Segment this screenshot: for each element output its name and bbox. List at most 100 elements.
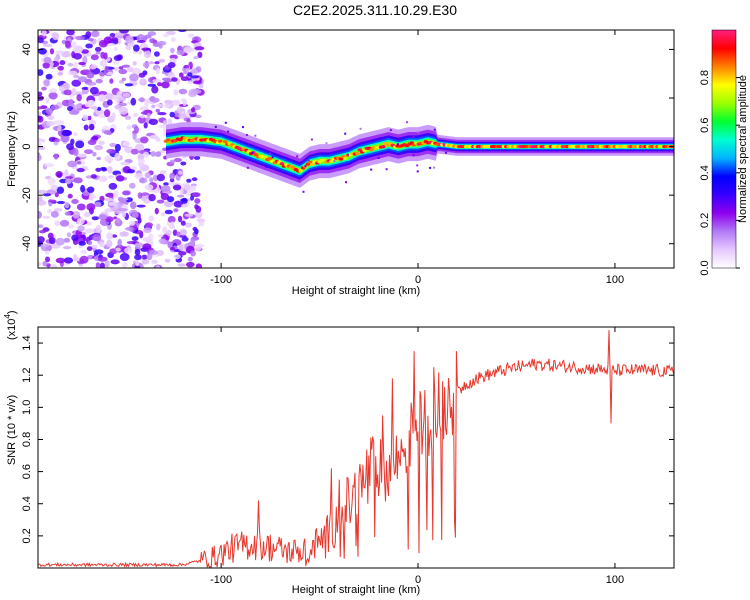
noise-cell <box>111 112 116 121</box>
noise-cell <box>191 68 198 75</box>
spectrogram-panel: -100 0 100 -40 -20 0 20 40 Height of straight l… <box>6 29 675 297</box>
noise-cell <box>85 31 92 39</box>
noise-cell <box>191 192 201 198</box>
noise-cell <box>67 62 74 67</box>
noise-cell <box>143 227 152 234</box>
faint-cell <box>296 155 299 158</box>
noise-cell <box>102 125 110 132</box>
noise-cell <box>177 263 186 267</box>
noise-cell <box>155 68 161 75</box>
noise-cell <box>127 67 134 73</box>
noise-cell <box>164 200 174 208</box>
noise-cell <box>147 31 157 36</box>
noise-cell <box>154 61 160 65</box>
noise-cell <box>148 193 156 202</box>
noise-cell <box>54 120 65 125</box>
noise-cell <box>83 211 91 218</box>
noise-cell <box>154 151 162 157</box>
faint-cell <box>406 121 408 124</box>
noise-cell <box>88 123 95 131</box>
noise-cell <box>166 229 172 236</box>
noise-cell <box>77 76 88 83</box>
noise-cell <box>83 124 89 131</box>
noise-cell <box>63 257 74 264</box>
noise-cell <box>64 40 71 48</box>
colorbar-tick-label: 0.0 <box>699 260 711 275</box>
noise-cell <box>126 125 132 130</box>
noise-cell <box>66 143 74 151</box>
noise-cell <box>38 189 47 194</box>
noise-cell <box>98 140 105 145</box>
noise-cell <box>56 200 66 205</box>
noise-cell <box>183 185 191 191</box>
noise-cell <box>198 84 204 89</box>
noise-cell <box>88 99 95 107</box>
noise-cell <box>64 211 71 216</box>
noise-cell <box>55 237 65 246</box>
snr-yscale-exp: 4 <box>3 314 12 319</box>
noise-cell <box>141 47 151 51</box>
noise-cell <box>104 65 109 74</box>
faint-cell <box>347 153 349 156</box>
noise-cell <box>78 61 86 66</box>
noise-cell <box>186 261 195 268</box>
noise-cell <box>169 111 175 118</box>
faint-cell <box>433 166 436 169</box>
noise-cell <box>68 98 74 107</box>
noise-cell <box>73 61 78 70</box>
noise-cell <box>60 134 70 143</box>
noise-cell <box>105 216 114 223</box>
faint-cell <box>271 156 274 159</box>
noise-cell <box>57 124 62 132</box>
noise-cell <box>134 173 144 180</box>
noise-cell <box>84 149 94 155</box>
snr-xtick-label: 0 <box>415 574 421 586</box>
noise-cell <box>38 111 42 116</box>
noise-cell <box>134 242 144 248</box>
noise-cell <box>71 41 77 50</box>
noise-cell <box>67 224 75 229</box>
snr-panel: -100 0 100 0.2 0.4 0.6 0.8 1.0 1.2 1.4 Height of … <box>3 310 675 596</box>
noise-cell <box>71 79 81 87</box>
noise-cell <box>178 251 187 256</box>
ridge-core-cell <box>298 169 303 173</box>
faint-cell <box>416 164 419 167</box>
noise-cell <box>45 256 50 263</box>
snr-xtick-label: 100 <box>606 574 624 586</box>
faint-cell <box>304 165 307 168</box>
noise-cell <box>95 262 101 268</box>
noise-cell <box>158 43 163 49</box>
noise-cell <box>99 60 107 67</box>
noise-cell <box>191 107 196 113</box>
noise-cell <box>131 212 139 218</box>
noise-cell <box>95 224 102 233</box>
noise-cell <box>66 232 72 238</box>
noise-cell <box>158 124 167 128</box>
colorbar-label: Normalized spectral amplitude <box>737 75 749 223</box>
noise-cell <box>77 225 85 232</box>
noise-cell <box>171 37 176 43</box>
snr-ytick-label: 1.2 <box>21 368 33 383</box>
noise-cell <box>81 86 90 90</box>
noise-cell <box>54 153 59 160</box>
noise-cell <box>108 182 118 190</box>
noise-cell <box>59 60 66 66</box>
noise-cell <box>191 177 198 182</box>
ridge-core-cell <box>310 162 315 166</box>
noise-cell <box>106 99 113 106</box>
noise-cell <box>45 107 54 115</box>
noise-cell <box>157 234 164 238</box>
noise-cell <box>144 172 151 179</box>
noise-cell <box>98 91 108 96</box>
noise-cell <box>87 139 97 146</box>
noise-cell <box>129 73 139 82</box>
noise-cell <box>42 62 50 69</box>
noise-cell <box>122 190 131 196</box>
noise-cell <box>155 108 160 113</box>
noise-cell <box>47 115 55 120</box>
noise-cell <box>118 66 124 70</box>
faint-cell <box>370 168 373 171</box>
noise-cell <box>156 173 165 182</box>
faint-cell <box>265 165 268 168</box>
spectrogram-ytick-label: -20 <box>21 187 33 203</box>
